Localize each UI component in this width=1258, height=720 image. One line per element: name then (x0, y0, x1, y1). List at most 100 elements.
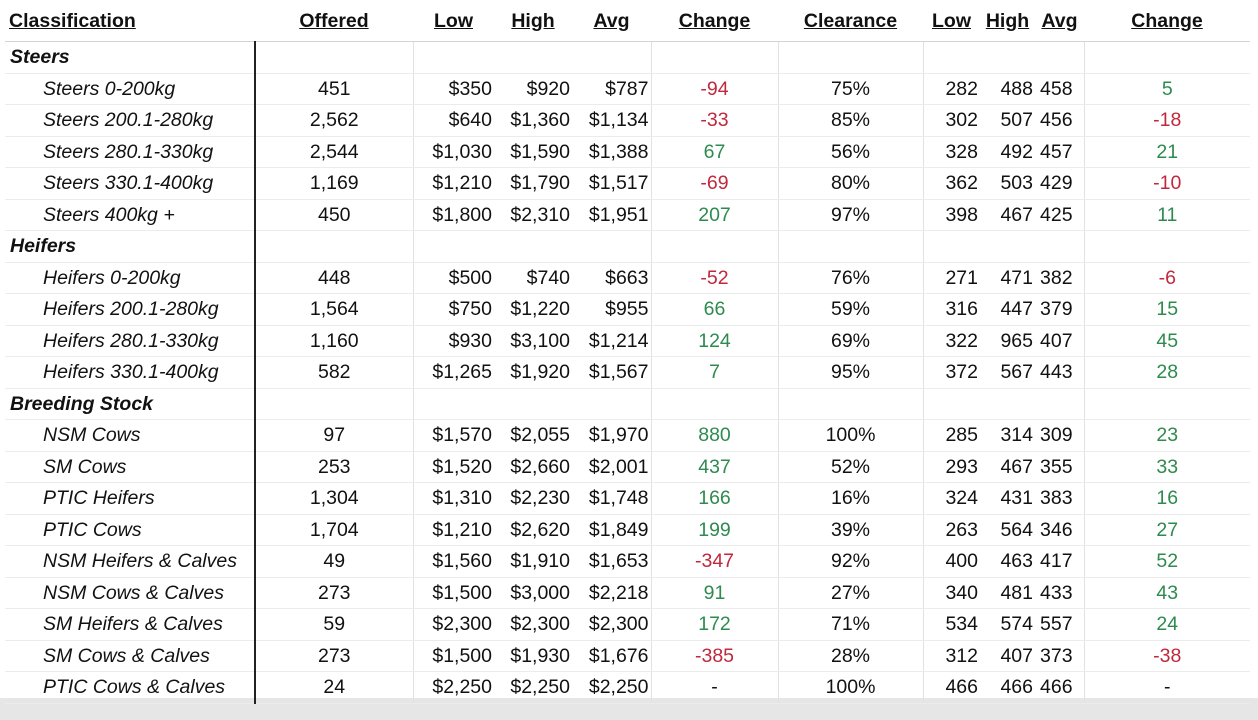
table-row[interactable]: SM Cows & Calves 273 $1,500 $1,930 $1,676 -38… (5, 640, 1250, 672)
cents-change-cell: -6 (1083, 262, 1250, 294)
table-row[interactable]: PTIC Cows & Calves 24 $2,250 $2,250 $2,250-1… (5, 671, 1250, 704)
empty-cell (980, 388, 1035, 420)
low-price-cell: $1,560 (412, 545, 494, 578)
clearance-cell: 75% (777, 73, 923, 105)
high-cents-cell: 574 (980, 608, 1035, 641)
clearance-cell: 56% (777, 136, 923, 168)
avg-cents-cell: 379 (1035, 293, 1084, 326)
empty-cell (572, 388, 651, 420)
table-row[interactable]: Steers 330.1-400kg 1,169 $1,210 $1,790 $1,51… (5, 167, 1250, 200)
empty-cell (650, 230, 778, 263)
table-row[interactable]: NSM Cows 97 $1,570 $2,055 $1,970 880 100% 285 31… (5, 419, 1250, 452)
empty-cell (1035, 230, 1084, 263)
avg-price-cell: $2,300 (572, 608, 651, 641)
table-row[interactable]: Heifers 330.1-400kg 582 $1,265 $1,920 $1,567… (5, 356, 1250, 389)
low-cents-cell: 400 (922, 545, 980, 578)
avg-cents-cell: 457 (1035, 136, 1084, 168)
header-clearance[interactable]: Clearance (778, 4, 923, 42)
offered-cell: 59 (255, 608, 413, 641)
table-row[interactable]: PTIC Cows 1,704 $1,210 $2,620 $1,849 199 39% 26… (5, 514, 1250, 546)
price-change-cell: 124 (650, 325, 778, 357)
avg-price-cell: $2,001 (572, 451, 651, 483)
low-cents-cell: 324 (922, 482, 980, 515)
group-label: Steers (5, 41, 256, 74)
table-row[interactable]: Steers 200.1-280kg 2,562 $640 $1,360 $1,134-… (5, 104, 1250, 137)
empty-cell (1035, 388, 1084, 420)
high-price-cell: $2,310 (494, 199, 572, 231)
group-header-row: Steers (5, 41, 1250, 74)
table-row[interactable]: Heifers 0-200kg 448 $500 $740 $663 -52 76% 271 4… (5, 262, 1250, 294)
price-change-cell: - (650, 671, 778, 704)
low-price-cell: $1,500 (412, 577, 494, 609)
clearance-cell: 28% (777, 640, 923, 672)
low-price-cell: $350 (412, 73, 494, 105)
table-row[interactable]: NSM Heifers & Calves 49 $1,560 $1,910 $1,653… (5, 545, 1250, 578)
avg-price-cell: $955 (572, 293, 651, 326)
price-change-cell: -52 (650, 262, 778, 294)
avg-price-cell: $1,517 (572, 167, 651, 200)
group-label: Breeding Stock (5, 388, 256, 420)
price-change-cell: -94 (650, 73, 778, 105)
classification-cell: Steers 330.1-400kg (5, 167, 256, 200)
clearance-cell: 95% (777, 356, 923, 389)
table-row[interactable]: SM Heifers & Calves 59 $2,300 $2,300 $2,300 1… (5, 608, 1250, 641)
low-cents-cell: 362 (922, 167, 980, 200)
header-avg[interactable]: Avg (572, 4, 651, 42)
offered-cell: 49 (255, 545, 413, 578)
avg-price-cell: $1,970 (572, 419, 651, 452)
empty-cell (980, 230, 1035, 263)
empty-cell (255, 41, 413, 74)
avg-price-cell: $1,214 (572, 325, 651, 357)
table-row[interactable]: Heifers 200.1-280kg 1,564 $750 $1,220 $955 66… (5, 293, 1250, 326)
low-cents-cell: 302 (922, 104, 980, 137)
avg-cents-cell: 346 (1035, 514, 1084, 546)
header-offered[interactable]: Offered (255, 4, 413, 42)
header-high[interactable]: High (494, 4, 572, 42)
header-classification[interactable]: Classification (5, 4, 255, 42)
header-low[interactable]: Low (413, 4, 494, 42)
avg-price-cell: $1,676 (572, 640, 651, 672)
high-price-cell: $920 (494, 73, 572, 105)
cents-change-cell: -18 (1083, 104, 1250, 137)
header-change[interactable]: Change (651, 4, 778, 42)
price-change-cell: 166 (650, 482, 778, 515)
cattle-sale-table: Classification Offered Low High Avg Chan… (5, 4, 1250, 704)
low-price-cell: $640 (412, 104, 494, 137)
low-cents-cell: 322 (922, 325, 980, 357)
table-row[interactable]: PTIC Heifers 1,304 $1,310 $2,230 $1,748 166 16… (5, 482, 1250, 515)
table-row[interactable]: Steers 0-200kg 451 $350 $920 $787 -94 75% 282 48… (5, 73, 1250, 105)
clearance-cell: 100% (777, 419, 923, 452)
low-cents-cell: 398 (922, 199, 980, 231)
classification-cell: Heifers 0-200kg (5, 262, 256, 294)
empty-cell (1083, 230, 1250, 263)
avg-cents-cell: 458 (1035, 73, 1084, 105)
cents-change-cell: 45 (1083, 325, 1250, 357)
low-price-cell: $1,500 (412, 640, 494, 672)
header-change-cents[interactable]: Change (1084, 4, 1250, 42)
empty-cell (650, 41, 778, 74)
table-row[interactable]: Heifers 280.1-330kg 1,160 $930 $3,100 $1,214… (5, 325, 1250, 357)
table-row[interactable]: Steers 280.1-330kg 2,544 $1,030 $1,590 $1,38… (5, 136, 1250, 168)
high-price-cell: $2,300 (494, 608, 572, 641)
high-price-cell: $1,360 (494, 104, 572, 137)
price-change-cell: 199 (650, 514, 778, 546)
low-price-cell: $930 (412, 325, 494, 357)
classification-cell: Heifers 200.1-280kg (5, 293, 256, 326)
table-row[interactable]: NSM Cows & Calves 273 $1,500 $3,000 $2,218 91… (5, 577, 1250, 609)
spreadsheet: Classification Offered Low High Avg Chan… (0, 0, 1258, 704)
cents-change-cell: 21 (1083, 136, 1250, 168)
header-high-cents[interactable]: High (980, 4, 1035, 42)
low-cents-cell: 271 (922, 262, 980, 294)
price-change-cell: 7 (650, 356, 778, 389)
avg-cents-cell: 456 (1035, 104, 1084, 137)
header-low-cents[interactable]: Low (923, 4, 980, 42)
table-row[interactable]: Steers 400kg +450 $1,800 $2,310 $1,951 207 97… (5, 199, 1250, 231)
header-avg-cents[interactable]: Avg (1035, 4, 1084, 42)
offered-cell: 273 (255, 640, 413, 672)
table-row[interactable]: SM Cows 253 $1,520 $2,660 $2,001 437 52% 293 467… (5, 451, 1250, 483)
high-price-cell: $1,930 (494, 640, 572, 672)
clearance-cell: 100% (777, 671, 923, 704)
low-price-cell: $1,030 (412, 136, 494, 168)
offered-cell: 582 (255, 356, 413, 389)
high-price-cell: $1,910 (494, 545, 572, 578)
